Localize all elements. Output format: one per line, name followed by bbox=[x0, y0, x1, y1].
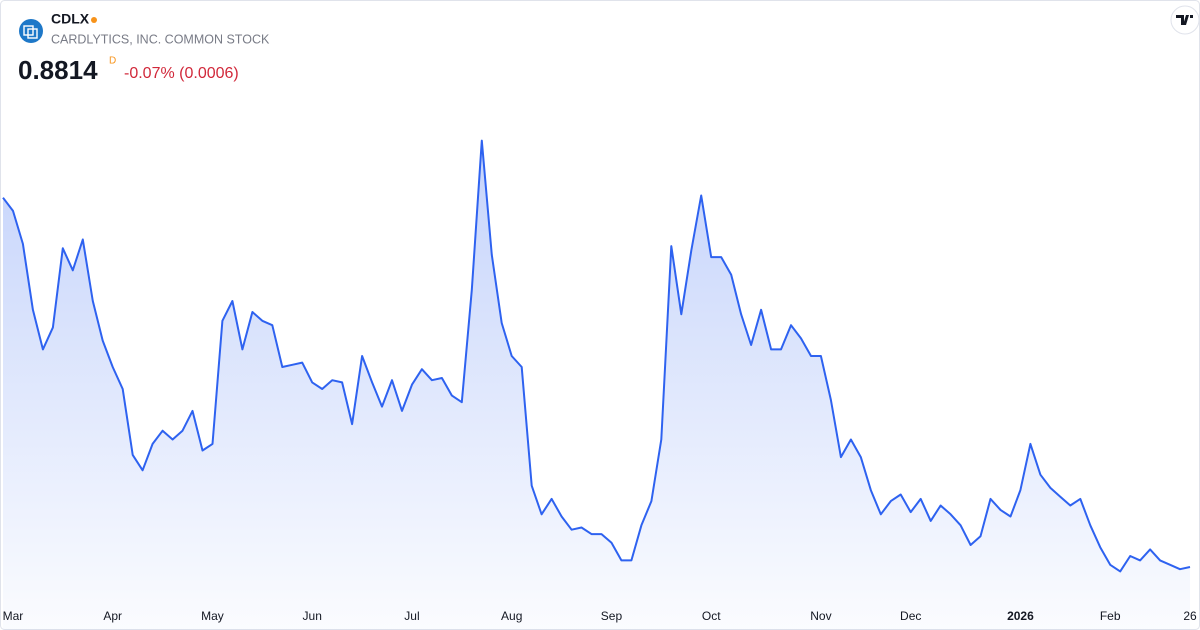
x-tick-label: Jul bbox=[404, 609, 419, 623]
x-tick-label: Sep bbox=[601, 609, 623, 623]
change: -0.07% (0.0006) bbox=[124, 65, 239, 82]
symbol: CDLX bbox=[51, 11, 90, 27]
tradingview-logo[interactable] bbox=[1170, 5, 1200, 35]
status-dot bbox=[91, 17, 97, 23]
x-tick-label: May bbox=[201, 609, 224, 623]
x-tick-label: Aug bbox=[501, 609, 522, 623]
x-tick-label: Oct bbox=[702, 609, 721, 623]
x-tick-label: 2026 bbox=[1007, 609, 1034, 623]
area-fill bbox=[3, 140, 1190, 630]
x-tick-label: Feb bbox=[1100, 609, 1121, 623]
symbol-icon bbox=[19, 19, 43, 43]
x-tick-label: Mar bbox=[3, 609, 24, 623]
x-tick-label: 26 bbox=[1183, 609, 1197, 623]
x-tick-label: Jun bbox=[303, 609, 322, 623]
x-tick-label: Dec bbox=[900, 609, 921, 623]
x-tick-label: Apr bbox=[103, 609, 122, 623]
x-tick-label: Nov bbox=[810, 609, 831, 623]
price: 0.8814 bbox=[18, 55, 98, 85]
company-name: CARDLYTICS, INC. COMMON STOCK bbox=[51, 32, 270, 46]
plot: Mar Apr May Jun Jul Aug Sep Oct Nov Dec 2026 Feb 26 bbox=[2, 139, 1197, 630]
price-flag: D bbox=[109, 56, 116, 67]
price-line bbox=[2, 139, 1191, 573]
